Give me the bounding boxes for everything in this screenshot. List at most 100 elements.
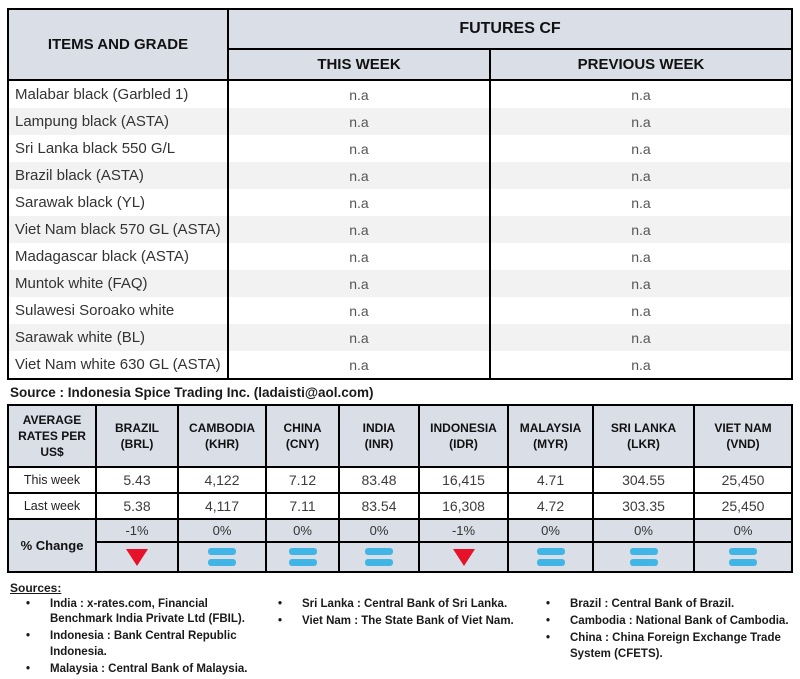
percent-change-value: 0%: [265, 518, 340, 543]
this-week-value: n.a: [226, 243, 491, 270]
sources-column-3: Brazil : Central Bank of Brazil. Cambodi…: [530, 597, 792, 679]
item-label: Madagascar black (ASTA): [6, 243, 229, 270]
down-arrow-icon: [452, 548, 475, 566]
column-header-viet-nam: VIET NAM (VND): [693, 404, 793, 468]
rate-value: 16,308: [418, 492, 509, 520]
item-label: Viet Nam black 570 GL (ASTA): [6, 216, 229, 243]
equals-icon: [729, 548, 757, 566]
change-icons-row: [8, 541, 793, 573]
equals-icon: [365, 548, 393, 566]
this-week-value: n.a: [226, 135, 491, 162]
previous-week-value: n.a: [488, 135, 794, 162]
average-rates-table: AVERAGE RATES PER US$ BRAZIL (BRL) CAMBOD…: [7, 404, 793, 573]
percent-change-value: -1%: [95, 518, 179, 543]
this-week-value: n.a: [226, 162, 491, 189]
country-name: INDIA: [362, 420, 396, 435]
rate-value: 304.55: [592, 466, 695, 494]
percent-change-label: % Change: [7, 518, 97, 573]
report-page: ITEMS AND GRADE FUTURES CF THIS WEEK PRE…: [0, 8, 800, 677]
rate-value: 4.72: [507, 492, 594, 520]
item-label: Viet Nam white 630 GL (ASTA): [6, 351, 229, 379]
country-name: VIET NAM: [714, 420, 772, 435]
source-item: Brazil : Central Bank of Brazil.: [530, 597, 792, 612]
previous-week-value: n.a: [488, 80, 794, 108]
rate-value: 5.43: [95, 466, 179, 494]
column-header-sri-lanka: SRI LANKA (LKR): [592, 404, 695, 468]
rate-value: 4,117: [177, 492, 267, 520]
country-name: BRAZIL: [115, 420, 159, 435]
equals-icon: [289, 548, 317, 566]
row-label: Last week: [7, 492, 97, 520]
percent-change-value: -1%: [418, 518, 509, 543]
country-name: INDONESIA: [430, 420, 497, 435]
this-week-value: n.a: [226, 297, 491, 324]
column-header-brazil: BRAZIL (BRL): [95, 404, 179, 468]
last-week-row: Last week 5.38 4,117 7.11 83.54 16,308 4…: [7, 492, 793, 520]
items-and-grade-header: ITEMS AND GRADE: [6, 8, 229, 81]
this-week-row: This week 5.43 4,122 7.12 83.48 16,415 4…: [7, 466, 793, 494]
percent-change-value: 0%: [177, 518, 267, 543]
percent-change-value: 0%: [507, 518, 594, 543]
column-header-malaysia: MALAYSIA (MYR): [507, 404, 594, 468]
source-item: Cambodia : National Bank of Cambodia.: [530, 614, 792, 629]
this-week-value: n.a: [226, 270, 491, 297]
country-name: CAMBODIA: [189, 420, 255, 435]
table-row: Sri Lanka black 550 G/L n.a n.a: [6, 135, 794, 162]
item-label: Malabar black (Garbled 1): [6, 80, 229, 108]
table-row: Viet Nam black 570 GL (ASTA) n.a n.a: [6, 216, 794, 243]
previous-week-value: n.a: [488, 297, 794, 324]
equals-icon: [208, 548, 236, 566]
table-row: Malabar black (Garbled 1) n.a n.a: [6, 80, 794, 108]
rate-value: 303.35: [592, 492, 695, 520]
rate-value: 83.54: [338, 492, 420, 520]
country-name: CHINA: [283, 420, 322, 435]
source-item: Sri Lanka : Central Bank of Sri Lanka.: [262, 597, 530, 612]
sources-column-1: India : x-rates.com, Financial Benchmark…: [10, 597, 262, 679]
this-week-value: n.a: [226, 351, 491, 379]
previous-week-value: n.a: [488, 324, 794, 351]
table-row: Sulawesi Soroako white n.a n.a: [6, 297, 794, 324]
rate-value: 4.71: [507, 466, 594, 494]
rate-value: 16,415: [418, 466, 509, 494]
sources-section: Sources: India : x-rates.com, Financial …: [10, 581, 792, 679]
previous-week-value: n.a: [488, 108, 794, 135]
down-arrow-icon: [126, 548, 148, 566]
item-label: Brazil black (ASTA): [6, 162, 229, 189]
source-item: Malaysia : Central Bank of Malaysia.: [10, 662, 262, 677]
percent-change-value: 0%: [592, 518, 695, 543]
country-name: MALAYSIA: [519, 420, 582, 435]
item-label: Sulawesi Soroako white: [6, 297, 229, 324]
this-week-value: n.a: [226, 189, 491, 216]
rate-value: 25,450: [693, 466, 793, 494]
currency-code: (MYR): [533, 437, 568, 451]
this-week-value: n.a: [226, 324, 491, 351]
currency-code: (LKR): [627, 437, 660, 451]
previous-week-value: n.a: [488, 270, 794, 297]
item-label: Sarawak black (YL): [6, 189, 229, 216]
row-label: This week: [7, 466, 97, 494]
previous-week-header: PREVIOUS WEEK: [488, 48, 794, 81]
sources-title: Sources:: [10, 581, 62, 595]
table-row: Viet Nam white 630 GL (ASTA) n.a n.a: [6, 351, 794, 379]
table-row: Madagascar black (ASTA) n.a n.a: [6, 243, 794, 270]
previous-week-value: n.a: [488, 189, 794, 216]
source-item: India : x-rates.com, Financial Benchmark…: [10, 597, 262, 627]
previous-week-value: n.a: [488, 243, 794, 270]
source-line: Source : Indonesia Spice Trading Inc. (l…: [10, 385, 374, 400]
currency-code: (IDR): [449, 437, 478, 451]
futures-cf-header: FUTURES CF: [226, 8, 794, 50]
currency-code: (INR): [364, 437, 394, 451]
this-week-value: n.a: [226, 216, 491, 243]
percent-change-row: % Change -1% 0% 0% 0% -1% 0% 0% 0%: [7, 518, 793, 573]
table-row: Sarawak white (BL) n.a n.a: [6, 324, 794, 351]
currency-code: (BRL): [120, 437, 154, 451]
percent-change-value: 0%: [338, 518, 420, 543]
item-label: Muntok white (FAQ): [6, 270, 229, 297]
currency-code: (KHR): [205, 437, 239, 451]
previous-week-value: n.a: [488, 162, 794, 189]
country-name: SRI LANKA: [610, 420, 677, 435]
equals-icon: [630, 548, 658, 566]
rate-value: 5.38: [95, 492, 179, 520]
table-row: Sarawak black (YL) n.a n.a: [6, 189, 794, 216]
item-label: Sarawak white (BL): [6, 324, 229, 351]
